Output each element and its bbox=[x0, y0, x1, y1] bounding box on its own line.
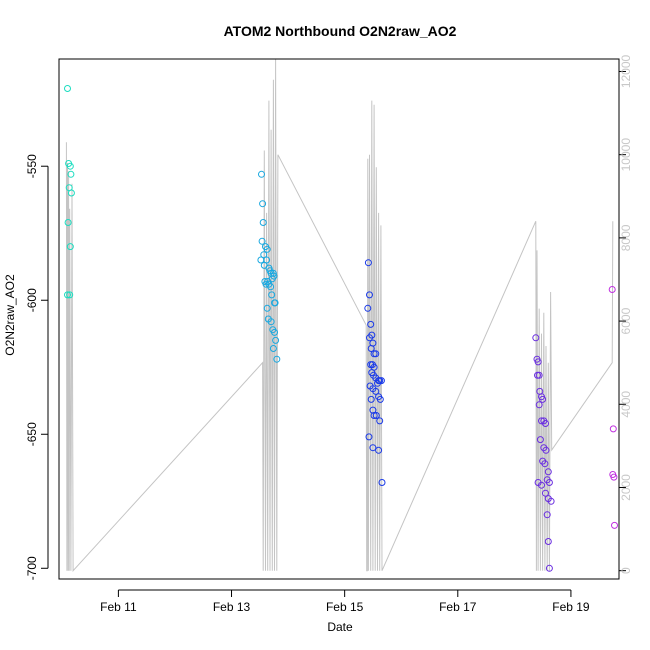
data-point-series-1-31 bbox=[273, 355, 281, 363]
data-point-series-2-3 bbox=[367, 320, 375, 328]
data-point-series-2-22 bbox=[372, 387, 380, 395]
data-point-series-2-28 bbox=[372, 412, 380, 419]
chart-title: ATOM2 Northbound O2N2raw_AO2 bbox=[224, 23, 457, 39]
secondary-series-line bbox=[65, 58, 614, 572]
y-tick-label-3: -700 bbox=[25, 556, 39, 580]
data-point-series-3-14 bbox=[542, 446, 550, 454]
data-points-layer bbox=[64, 85, 618, 572]
y-tick-label-0: -550 bbox=[25, 154, 39, 178]
data-point-series-2-24 bbox=[376, 395, 384, 403]
data-point-series-2-25 bbox=[367, 395, 375, 403]
data-point-series-1-23 bbox=[271, 299, 279, 307]
data-point-series-2-31 bbox=[369, 444, 377, 452]
data-point-series-3-17 bbox=[544, 468, 552, 476]
data-point-series-1-2 bbox=[259, 219, 267, 226]
data-point-series-0-9 bbox=[66, 291, 74, 299]
data-point-series-3-0 bbox=[532, 334, 540, 342]
data-point-series-1-24 bbox=[263, 304, 271, 312]
data-point-series-4-0 bbox=[608, 286, 616, 293]
data-point-series-1-3 bbox=[258, 237, 266, 245]
data-point-series-2-29 bbox=[376, 417, 384, 425]
data-point-series-1-30 bbox=[269, 345, 277, 352]
data-point-series-3-4 bbox=[534, 371, 541, 379]
data-point-series-2-2 bbox=[364, 304, 372, 312]
x-tick-label-3: Feb 17 bbox=[439, 600, 477, 614]
data-point-series-2-19 bbox=[374, 379, 381, 387]
y-tick-label-1: -600 bbox=[25, 288, 39, 312]
plot-frame bbox=[58, 58, 620, 580]
data-point-series-0-2 bbox=[66, 162, 74, 170]
x-tick-label-4: Feb 19 bbox=[552, 600, 590, 614]
y2-tick-label-1: 2000 bbox=[619, 474, 633, 501]
data-point-series-3-2 bbox=[534, 358, 542, 366]
data-point-series-3-19 bbox=[545, 479, 553, 486]
data-point-series-2-5 bbox=[366, 334, 373, 342]
data-point-series-1-26 bbox=[267, 318, 275, 326]
y2-tick-label-4: 8000 bbox=[619, 224, 633, 251]
y2-tick-label-0: 0 bbox=[619, 567, 633, 574]
axes-layer: Feb 11 Feb 13 Feb 15 Feb 17 Feb 19 -550 -600 -6… bbox=[25, 54, 633, 613]
data-point-series-1-21 bbox=[268, 291, 276, 299]
y2-tick-label-2: 4000 bbox=[619, 391, 633, 418]
data-point-series-1-9 bbox=[263, 256, 271, 264]
y2-tick-label-5: 10000 bbox=[619, 138, 633, 172]
y2-tick-label-6: 12000 bbox=[619, 54, 633, 88]
data-point-series-2-27 bbox=[370, 412, 378, 419]
data-point-series-3-16 bbox=[541, 460, 549, 468]
x-axis-label: Date bbox=[327, 620, 353, 634]
data-point-series-2-1 bbox=[366, 291, 373, 299]
data-point-series-0-7 bbox=[66, 243, 74, 251]
data-point-series-4-4 bbox=[611, 521, 618, 529]
data-point-series-1-28 bbox=[271, 328, 278, 336]
data-point-series-0-5 bbox=[67, 189, 75, 197]
data-point-series-1-20 bbox=[267, 283, 275, 291]
data-point-series-1-6 bbox=[260, 251, 268, 259]
data-point-series-1-1 bbox=[259, 200, 267, 208]
data-point-series-3-8 bbox=[535, 401, 543, 409]
data-point-series-3-24 bbox=[547, 497, 555, 505]
data-point-series-0-0 bbox=[64, 85, 71, 92]
data-point-series-3-11 bbox=[542, 420, 549, 427]
x-tick-label-1: Feb 13 bbox=[213, 600, 251, 614]
x-tick-label-0: Feb 11 bbox=[100, 600, 137, 614]
data-point-series-3-21 bbox=[538, 481, 545, 489]
data-point-series-0-8 bbox=[64, 291, 71, 299]
x-tick-label-2: Feb 15 bbox=[326, 600, 364, 614]
y-axis-label: O2N2raw_AO2 bbox=[3, 274, 17, 356]
data-point-series-1-0 bbox=[258, 170, 265, 178]
data-point-series-2-9 bbox=[372, 350, 380, 358]
data-point-series-3-7 bbox=[539, 395, 547, 403]
data-point-series-3-25 bbox=[543, 511, 551, 519]
data-point-series-3-26 bbox=[544, 538, 552, 545]
y-tick-label-2: -650 bbox=[25, 422, 39, 446]
data-point-series-3-27 bbox=[545, 564, 553, 572]
data-point-series-2-30 bbox=[365, 433, 373, 441]
data-point-series-4-1 bbox=[609, 425, 617, 433]
y2-tick-label-3: 6000 bbox=[619, 307, 633, 334]
data-point-series-3-12 bbox=[536, 436, 544, 444]
data-point-series-1-29 bbox=[272, 336, 280, 344]
data-point-series-1-5 bbox=[263, 245, 271, 253]
data-point-series-1-19 bbox=[270, 272, 278, 280]
data-point-series-2-0 bbox=[364, 259, 372, 267]
data-point-series-4-3 bbox=[610, 473, 618, 481]
data-point-series-0-6 bbox=[64, 219, 72, 226]
data-point-series-0-3 bbox=[67, 170, 75, 178]
data-point-series-2-7 bbox=[367, 345, 375, 352]
data-point-series-2-32 bbox=[375, 446, 383, 454]
data-point-series-3-22 bbox=[542, 489, 549, 497]
secondary-trace-layer bbox=[65, 58, 614, 572]
data-point-series-2-33 bbox=[378, 479, 386, 486]
